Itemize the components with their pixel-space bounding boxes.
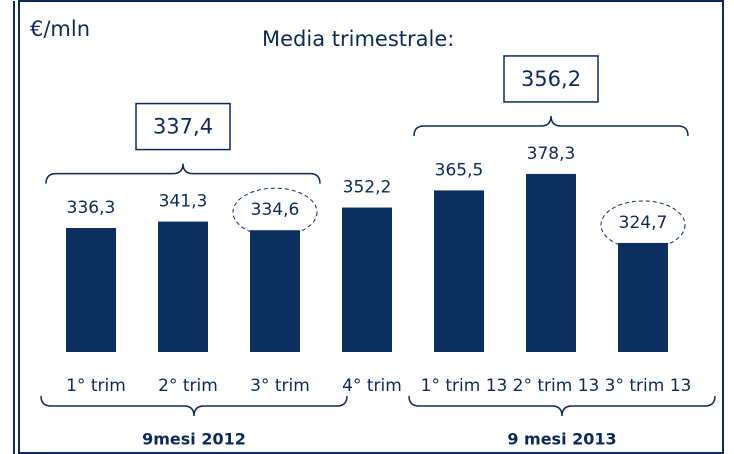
value-label: 334,6 — [251, 200, 300, 220]
value-label: 341,3 — [159, 192, 208, 212]
bottom-brace — [408, 395, 716, 417]
bar — [158, 221, 208, 352]
top-brace — [45, 163, 321, 184]
bar — [434, 190, 484, 352]
average-box — [503, 55, 599, 103]
group-label: 9 mesi 2013 — [507, 430, 616, 449]
bar — [66, 228, 116, 352]
average-box — [135, 102, 231, 151]
average-label: 356,2 — [521, 67, 581, 91]
x-tick-label: 2° trim 13 — [513, 376, 600, 396]
annotation: Media trimestrale: — [262, 27, 454, 51]
bar — [618, 242, 668, 352]
value-label: 336,3 — [67, 198, 116, 218]
highlight-circle — [600, 200, 686, 250]
x-tick-label: 3° trim 13 — [605, 376, 692, 396]
x-tick-label: 3° trim — [250, 376, 310, 396]
value-label: 378,3 — [527, 144, 576, 164]
group-label: 9mesi 2012 — [142, 430, 246, 449]
bar — [342, 207, 392, 352]
top-brace — [413, 115, 689, 136]
bar — [526, 173, 576, 352]
average-label: 337,4 — [153, 115, 213, 139]
frame — [18, 0, 724, 454]
value-label: 352,2 — [343, 178, 392, 198]
value-label: 365,5 — [435, 160, 484, 180]
x-tick-label: 2° trim — [158, 376, 218, 396]
x-tick-label: 1° trim — [66, 376, 126, 396]
x-tick-label: 1° trim 13 — [421, 376, 508, 396]
highlight-circle — [232, 187, 318, 237]
x-tick-label: 4° trim — [342, 376, 402, 396]
bar — [250, 230, 300, 352]
unit-label: €/mln — [30, 17, 90, 41]
bottom-brace — [40, 395, 348, 417]
value-label: 324,7 — [619, 213, 668, 233]
